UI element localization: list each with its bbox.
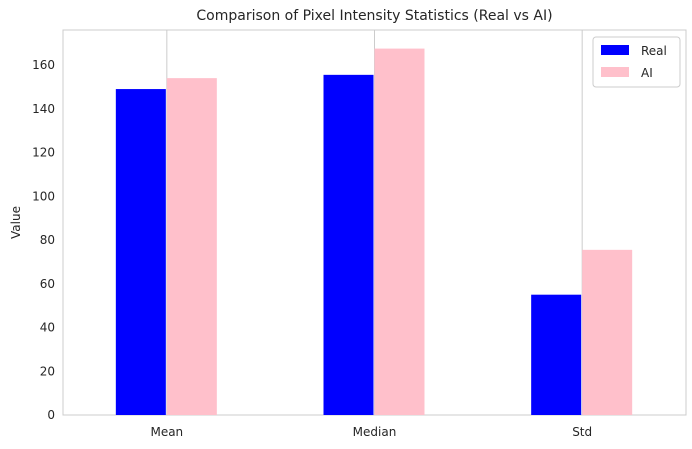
- x-tick-label: Std: [572, 425, 592, 439]
- bar-real-mean: [115, 89, 166, 415]
- y-tick-label: 140: [32, 102, 55, 116]
- x-axis-ticks: Mean Median Std: [150, 425, 592, 439]
- legend-label-ai: AI: [641, 66, 653, 80]
- legend-swatch-real: [601, 45, 629, 55]
- x-tick-label: Median: [353, 425, 397, 439]
- y-axis-label: Value: [9, 206, 23, 239]
- legend-swatch-ai: [601, 67, 629, 77]
- legend-box: [592, 36, 681, 88]
- bar-ai-std: [582, 249, 633, 415]
- bar-real-std: [531, 294, 582, 415]
- y-tick-label: 20: [40, 364, 55, 378]
- y-tick-label: 40: [40, 321, 55, 335]
- bar-ai-mean: [166, 78, 217, 415]
- y-tick-label: 100: [32, 189, 55, 203]
- bar-ai-median: [374, 48, 425, 415]
- legend-label-real: Real: [641, 44, 667, 58]
- chart-title: Comparison of Pixel Intensity Statistics…: [196, 8, 552, 24]
- y-tick-label: 0: [47, 408, 55, 422]
- bar-real-median: [323, 74, 374, 415]
- legend: Real AI: [592, 36, 681, 88]
- y-axis-ticks: 0 20 40 60 80 100 120 140 160: [32, 58, 55, 422]
- y-tick-label: 60: [40, 277, 55, 291]
- y-tick-label: 80: [40, 233, 55, 247]
- bars-layer: [115, 48, 633, 415]
- y-tick-label: 120: [32, 146, 55, 160]
- legend-items: Real AI: [601, 44, 667, 80]
- x-tick-label: Mean: [150, 425, 183, 439]
- y-tick-label: 160: [32, 58, 55, 72]
